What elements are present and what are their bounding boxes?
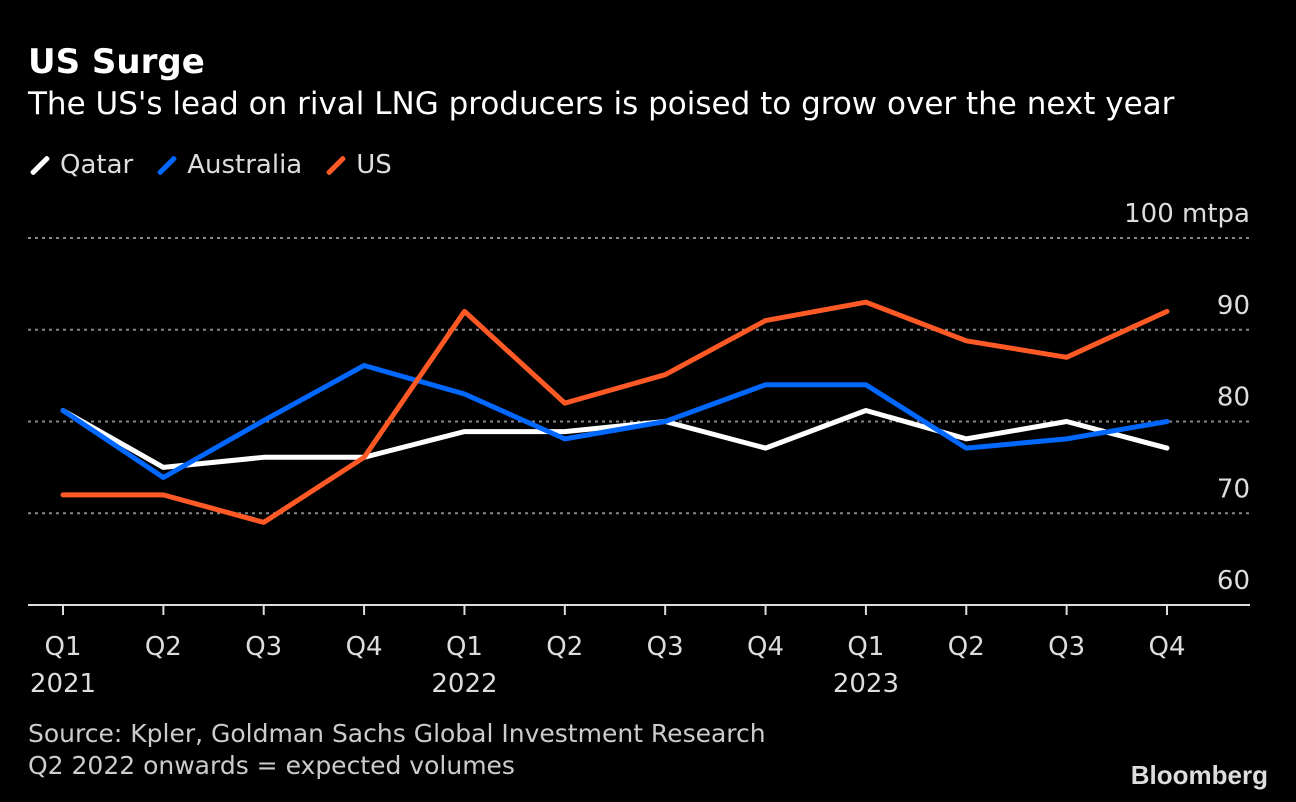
x-tick-label: Q2 xyxy=(546,632,583,662)
legend-label-australia: Australia xyxy=(187,150,303,180)
footer: Source: Kpler, Goldman Sachs Global Inve… xyxy=(28,718,766,782)
x-tick-label: Q3 xyxy=(1048,632,1085,662)
y-tick-label: 100 mtpa xyxy=(1124,199,1250,229)
x-tick-label: Q1 xyxy=(44,632,81,662)
x-tick-label: Q4 xyxy=(346,632,383,662)
x-year-label: 2021 xyxy=(30,669,96,699)
source-note: Source: Kpler, Goldman Sachs Global Inve… xyxy=(28,719,766,748)
x-year-label: 2023 xyxy=(833,669,899,699)
x-tick-label: Q4 xyxy=(747,632,784,662)
x-tick-label: Q2 xyxy=(145,632,182,662)
legend-item-us: US xyxy=(324,150,392,180)
legend: Qatar Australia US xyxy=(28,150,392,180)
bloomberg-logo: Bloomberg xyxy=(1130,760,1268,790)
legend-item-qatar: Qatar xyxy=(28,150,133,180)
series-line-australia xyxy=(60,363,1170,480)
legend-item-australia: Australia xyxy=(155,150,302,180)
legend-label-us: US xyxy=(356,150,392,180)
y-tick-label: 70 xyxy=(1217,474,1250,504)
chart-subtitle: The US's lead on rival LNG producers is … xyxy=(28,86,1175,122)
y-tick-label: 80 xyxy=(1217,383,1250,413)
x-tick-label: Q1 xyxy=(446,632,483,662)
chart-title: US Surge xyxy=(28,42,205,82)
legend-label-qatar: Qatar xyxy=(60,150,134,180)
series-line-us xyxy=(60,299,1170,525)
series-line-qatar xyxy=(60,408,1170,470)
x-tick-label: Q3 xyxy=(647,632,684,662)
x-tick-label: Q2 xyxy=(948,632,985,662)
x-tick-label: Q1 xyxy=(847,632,884,662)
x-tick-label: Q4 xyxy=(1148,632,1185,662)
expected-note: Q2 2022 onwards = expected volumes xyxy=(28,751,515,780)
x-tick-label: Q3 xyxy=(245,632,282,662)
y-tick-label: 60 xyxy=(1217,566,1250,596)
x-year-label: 2022 xyxy=(431,669,497,699)
y-tick-label: 90 xyxy=(1217,291,1250,321)
